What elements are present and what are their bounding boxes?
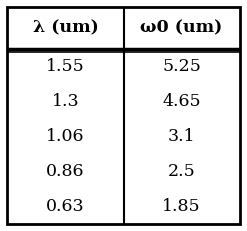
- Text: 4.65: 4.65: [162, 93, 201, 110]
- Text: λ (um): λ (um): [33, 20, 98, 36]
- Text: 0.63: 0.63: [46, 198, 85, 215]
- Text: 0.86: 0.86: [46, 163, 85, 180]
- Text: 1.3: 1.3: [52, 93, 79, 110]
- Text: 3.1: 3.1: [168, 128, 195, 145]
- Text: 1.55: 1.55: [46, 58, 85, 75]
- Text: 1.06: 1.06: [46, 128, 85, 145]
- Text: 1.85: 1.85: [162, 198, 201, 215]
- Text: 2.5: 2.5: [168, 163, 195, 180]
- Text: 5.25: 5.25: [162, 58, 201, 75]
- Text: ω0 (um): ω0 (um): [141, 20, 223, 36]
